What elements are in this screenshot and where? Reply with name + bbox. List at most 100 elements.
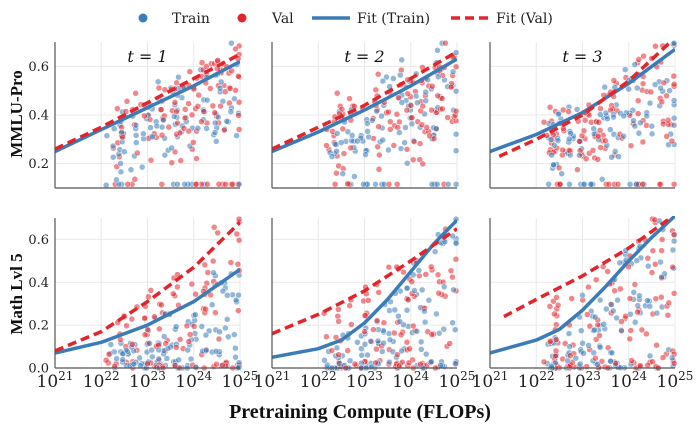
val-point xyxy=(546,338,554,346)
train-point xyxy=(670,237,678,245)
val-point xyxy=(335,306,342,313)
val-point xyxy=(192,290,199,298)
train-point xyxy=(339,170,347,177)
train-point xyxy=(631,318,639,326)
x-tick-label: 1021 xyxy=(472,369,509,392)
train-point xyxy=(599,176,606,183)
train-point xyxy=(147,124,154,131)
x-tick-label: 1025 xyxy=(439,369,476,392)
val-point xyxy=(235,307,242,314)
val-point xyxy=(192,181,200,188)
train-point xyxy=(103,132,111,139)
train-point xyxy=(379,348,386,355)
train-point xyxy=(110,125,118,132)
train-point xyxy=(626,181,634,188)
val-point xyxy=(168,159,176,166)
train-point xyxy=(608,349,616,357)
train-point xyxy=(645,262,652,270)
val-point xyxy=(323,142,330,149)
val-point xyxy=(221,88,229,95)
train-point xyxy=(146,340,153,347)
train-point xyxy=(401,139,408,146)
train-point xyxy=(365,133,372,141)
xlabel: Pretraining Compute (FLOPs) xyxy=(229,401,491,423)
val-point xyxy=(395,94,402,101)
val-point xyxy=(574,166,581,173)
val-point xyxy=(597,144,604,151)
val-point xyxy=(344,347,351,354)
val-point xyxy=(546,104,554,111)
val-point xyxy=(173,344,180,351)
train-point xyxy=(548,151,555,159)
train-point xyxy=(369,117,376,124)
fit-val-line xyxy=(503,216,672,319)
train-point xyxy=(670,97,678,104)
train-point xyxy=(379,77,387,85)
val-point xyxy=(176,336,184,343)
val-point xyxy=(188,111,196,119)
val-point xyxy=(659,354,667,361)
val-point xyxy=(180,125,188,132)
train-point xyxy=(212,348,220,355)
train-point xyxy=(149,133,156,141)
val-point xyxy=(373,317,381,324)
train-point xyxy=(208,301,216,308)
train-point xyxy=(648,122,656,130)
val-point xyxy=(585,283,592,291)
train-point xyxy=(620,112,628,120)
train-point xyxy=(449,319,456,327)
val-point xyxy=(235,126,243,133)
val-point xyxy=(635,56,643,63)
val-point xyxy=(663,133,670,140)
train-point xyxy=(408,120,416,128)
fit-val-line xyxy=(55,221,240,353)
val-point xyxy=(131,176,139,183)
val-point xyxy=(670,360,678,367)
train-point xyxy=(421,318,429,326)
val-point xyxy=(580,127,588,135)
train-point xyxy=(616,259,623,267)
val-point xyxy=(634,97,642,104)
train-point xyxy=(119,350,126,358)
val-point xyxy=(390,142,398,149)
val-point xyxy=(333,89,341,97)
val-point xyxy=(227,259,235,266)
fit-train-line xyxy=(55,59,240,154)
y-tick-label: 0.6 xyxy=(28,233,49,248)
val-point xyxy=(365,297,372,304)
train-point xyxy=(163,355,171,362)
train-point xyxy=(231,95,238,103)
val-point xyxy=(404,296,412,303)
val-point xyxy=(372,86,380,94)
panel-title: t = 2 xyxy=(344,47,384,66)
val-point xyxy=(668,137,676,145)
train-point xyxy=(587,181,595,188)
val-point xyxy=(664,312,672,319)
val-point xyxy=(551,310,558,318)
legend-train-marker xyxy=(138,13,148,23)
train-point xyxy=(565,135,573,143)
val-point xyxy=(213,360,220,368)
val-point xyxy=(145,293,152,301)
val-point xyxy=(638,326,646,334)
train-point xyxy=(358,352,365,359)
panel-r1-c2: 1021 1022 1023 1024 1025 xyxy=(472,215,693,392)
val-point xyxy=(554,301,562,309)
train-point xyxy=(451,326,459,333)
val-point xyxy=(235,215,243,223)
train-point xyxy=(422,97,430,105)
val-point xyxy=(123,98,131,105)
panel-title: t = 1 xyxy=(127,47,167,66)
train-point xyxy=(636,292,643,300)
val-point xyxy=(226,99,233,107)
train-point xyxy=(670,39,678,47)
train-point xyxy=(608,301,615,308)
val-point xyxy=(211,109,218,116)
val-point xyxy=(373,345,380,353)
train-point xyxy=(223,316,231,323)
val-point xyxy=(430,135,438,142)
train-point xyxy=(594,361,601,368)
train-point xyxy=(398,56,405,64)
train-point xyxy=(168,144,175,152)
train-point xyxy=(110,153,117,161)
